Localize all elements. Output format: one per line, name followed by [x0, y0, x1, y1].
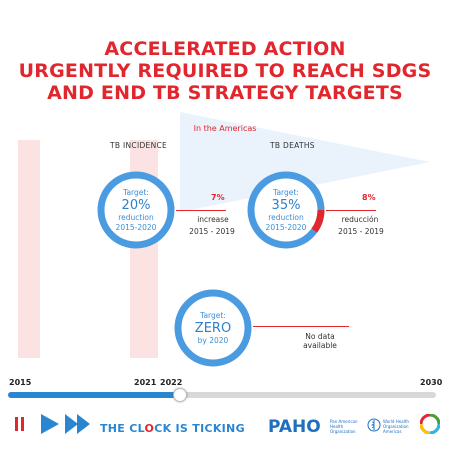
catastrophic-note-line-2: available: [303, 341, 337, 350]
incidence-actual-desc: increase: [197, 215, 229, 224]
incidence-actual-value: 7%: [211, 193, 225, 202]
title-line-1: ACCELERATED ACTION: [104, 38, 346, 60]
deaths-actual-desc: reducción: [341, 215, 379, 224]
deaths-ring: Target: 35% reduction 2015-2020: [246, 170, 326, 250]
deaths-divider: [326, 210, 376, 211]
incidence-actual-period: 2015 - 2019: [189, 227, 235, 236]
paho-org-line-2: Health: [330, 424, 344, 429]
region-subtitle: In the Americas: [193, 124, 257, 133]
who-org-name: World Health Organization Americas: [383, 419, 409, 434]
incidence-heading: TB INCIDENCE: [110, 141, 168, 150]
page-title: ACCELERATED ACTION URGENTLY REQUIRED TO …: [0, 38, 450, 104]
sdg-wheel-icon: [419, 413, 441, 435]
paho-org-line-3: Organization: [330, 429, 356, 434]
paho-org-name: Pan American Health Organization: [330, 419, 358, 434]
paho-logo: PAHO: [268, 417, 321, 437]
incidence-target-desc: reduction: [118, 212, 154, 222]
timeline-year-start: 2015: [9, 378, 32, 387]
incidence-target-period: 2015-2020: [115, 222, 157, 232]
incidence-ring-graphic: [97, 171, 175, 249]
clock-ticking-tagline: THE CLOCK IS TICKING: [100, 422, 245, 435]
incidence-divider: [176, 210, 226, 211]
timeline-progress: [8, 392, 179, 398]
timeline-year-end: 2030: [420, 378, 443, 387]
deaths-ring-graphic: [247, 171, 325, 249]
pause-button[interactable]: [14, 417, 26, 431]
fast-forward-button[interactable]: [64, 413, 92, 435]
catastrophic-note: No data available: [300, 332, 340, 350]
tagline-part-2: CK IS TICKING: [154, 422, 245, 435]
deaths-actual-value: 8%: [362, 193, 376, 202]
timeline-handle[interactable]: [173, 388, 187, 402]
deaths-target-period: 2015-2020: [265, 222, 307, 232]
paho-org-line-1: Pan American: [330, 419, 358, 424]
who-org-line-1: World Health: [383, 419, 409, 424]
incidence-target-value: 20%: [121, 197, 151, 213]
catastrophic-target-label: Target:: [200, 310, 226, 320]
title-line-2: URGENTLY REQUIRED TO REACH SDGS: [18, 60, 432, 82]
catastrophic-divider: [253, 326, 349, 327]
catastrophic-target-period: by 2020: [197, 335, 229, 345]
catastrophic-ring: Target: ZERO by 2020: [173, 288, 253, 368]
deaths-heading: TB DEATHS: [270, 141, 315, 150]
timeline-year-next: 2022: [160, 378, 183, 387]
who-org-line-2: Organization: [383, 424, 409, 429]
incidence-target-label: Target:: [123, 187, 149, 197]
play-icon: [41, 414, 59, 434]
deaths-target-label: Target:: [273, 187, 299, 197]
background-stripe-left: [18, 140, 40, 358]
catastrophic-target-value: ZERO: [194, 320, 232, 336]
timeline-year-now: 2021: [134, 378, 157, 387]
catastrophic-note-line-1: No data: [305, 332, 335, 341]
title-line-3: AND END TB STRATEGY TARGETS: [47, 82, 403, 104]
catastrophic-ring-graphic: [174, 289, 252, 367]
deaths-actual-period: 2015 - 2019: [338, 227, 384, 236]
deaths-target-value: 35%: [271, 197, 301, 213]
play-button[interactable]: [40, 413, 60, 435]
tagline-clock-o: O: [144, 422, 155, 435]
tagline-part-1: THE CL: [100, 422, 145, 435]
timeline-track[interactable]: [8, 392, 436, 398]
deaths-target-desc: reduction: [268, 212, 304, 222]
who-emblem-icon: [367, 417, 381, 432]
who-org-line-3: Americas: [383, 429, 402, 434]
pause-icon: [14, 417, 26, 431]
fast-forward-icon: [65, 414, 90, 434]
incidence-ring: Target: 20% reduction 2015-2020: [96, 170, 176, 250]
